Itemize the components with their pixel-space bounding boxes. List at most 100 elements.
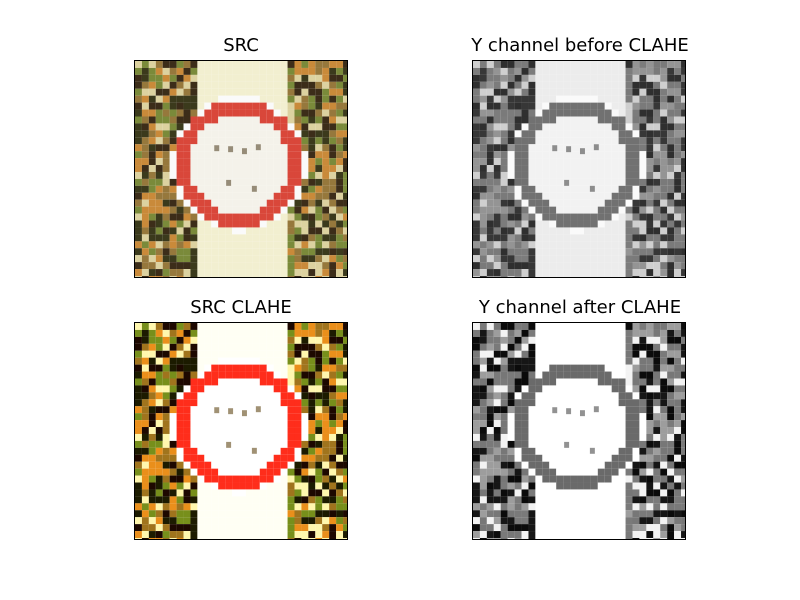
image-pixel bbox=[521, 248, 529, 256]
image-pixel bbox=[259, 227, 267, 235]
image-pixel bbox=[590, 213, 598, 221]
image-pixel bbox=[315, 350, 323, 358]
image-pixel bbox=[218, 227, 226, 235]
image-pixel bbox=[618, 468, 626, 476]
image-pixel bbox=[653, 102, 661, 110]
image-pixel bbox=[653, 67, 661, 75]
image-pixel bbox=[301, 255, 309, 263]
image-pixel bbox=[308, 385, 316, 393]
image-pixel bbox=[155, 269, 163, 276]
image-pixel bbox=[660, 510, 668, 518]
image-pixel bbox=[162, 323, 170, 330]
image-pixel bbox=[632, 406, 640, 414]
image-pixel bbox=[556, 350, 564, 358]
image-pixel bbox=[197, 130, 205, 138]
image-pixel bbox=[486, 489, 494, 497]
image-pixel bbox=[141, 475, 149, 483]
image-pixel bbox=[639, 67, 647, 75]
image-pixel bbox=[528, 537, 536, 539]
image-pixel bbox=[148, 406, 156, 414]
image-pixel bbox=[632, 144, 640, 152]
image-pixel bbox=[266, 427, 274, 434]
image-pixel bbox=[493, 116, 501, 124]
image-pixel bbox=[315, 151, 323, 159]
image-pixel bbox=[632, 165, 640, 172]
image-pixel bbox=[514, 524, 522, 532]
image-pixel bbox=[618, 227, 626, 235]
image-pixel bbox=[577, 158, 584, 166]
image-pixel bbox=[294, 336, 302, 344]
image-pixel bbox=[632, 454, 640, 462]
image-pixel bbox=[287, 206, 295, 214]
image-pixel bbox=[148, 524, 156, 532]
image-pixel bbox=[528, 234, 536, 242]
image-pixel bbox=[639, 151, 647, 159]
image-pixel bbox=[681, 67, 685, 75]
image-pixel bbox=[239, 165, 246, 172]
image-pixel bbox=[674, 234, 682, 242]
image-pixel bbox=[162, 468, 170, 476]
image-pixel bbox=[252, 537, 260, 539]
image-pixel bbox=[500, 468, 508, 476]
image-pixel bbox=[204, 144, 212, 152]
image-pixel bbox=[549, 524, 557, 532]
image-pixel bbox=[493, 364, 501, 372]
image-pixel bbox=[259, 378, 267, 386]
image-pixel bbox=[535, 433, 543, 441]
image-pixel bbox=[549, 241, 557, 249]
image-pixel bbox=[266, 95, 274, 103]
image-pixel bbox=[556, 406, 564, 414]
image-pixel bbox=[218, 461, 226, 469]
image-pixel bbox=[514, 227, 522, 235]
image-pixel bbox=[521, 185, 529, 193]
image-pixel bbox=[660, 206, 668, 214]
image-pixel bbox=[521, 151, 529, 159]
image-pixel bbox=[528, 440, 536, 448]
image-pixel bbox=[611, 475, 619, 483]
image-pixel bbox=[639, 329, 647, 337]
image-pixel bbox=[583, 524, 591, 532]
image-pixel bbox=[155, 336, 163, 344]
image-pixel bbox=[135, 192, 142, 200]
image-pixel bbox=[315, 206, 323, 214]
image-pixel bbox=[148, 468, 156, 476]
image-pixel bbox=[660, 151, 668, 159]
image-pixel bbox=[232, 74, 240, 82]
image-pixel bbox=[343, 241, 347, 249]
image-pixel bbox=[322, 427, 330, 434]
image-pixel bbox=[336, 468, 344, 476]
image-pixel bbox=[225, 517, 233, 525]
image-pixel bbox=[535, 364, 543, 372]
image-pixel bbox=[556, 371, 564, 379]
image-pixel bbox=[653, 329, 661, 337]
image-pixel bbox=[653, 364, 661, 372]
image-pixel bbox=[245, 178, 253, 186]
image-pixel bbox=[239, 95, 246, 103]
image-pixel bbox=[204, 357, 212, 365]
image-pixel bbox=[563, 199, 571, 207]
image-pixel bbox=[521, 357, 529, 365]
image-pixel bbox=[176, 137, 184, 145]
image-pixel bbox=[294, 475, 302, 483]
image-pixel bbox=[535, 475, 543, 483]
image-pixel bbox=[301, 67, 309, 75]
image-pixel bbox=[556, 269, 564, 276]
image-src-clahe bbox=[135, 323, 347, 539]
image-pixel bbox=[479, 323, 487, 330]
image-pixel bbox=[514, 392, 522, 400]
image-pixel bbox=[141, 109, 149, 117]
image-pixel bbox=[322, 171, 330, 179]
image-pixel bbox=[197, 185, 205, 193]
image-pixel bbox=[273, 171, 281, 179]
image-pixel bbox=[259, 524, 267, 532]
image-pixel bbox=[329, 67, 337, 75]
image-pixel bbox=[239, 433, 246, 441]
image-pixel bbox=[162, 220, 170, 228]
image-pixel bbox=[570, 440, 578, 448]
image-pixel bbox=[204, 440, 212, 448]
image-pixel bbox=[225, 489, 233, 497]
image-pixel bbox=[308, 61, 316, 68]
image-pixel bbox=[507, 165, 515, 172]
image-pixel bbox=[556, 123, 564, 131]
image-pixel bbox=[570, 537, 578, 539]
